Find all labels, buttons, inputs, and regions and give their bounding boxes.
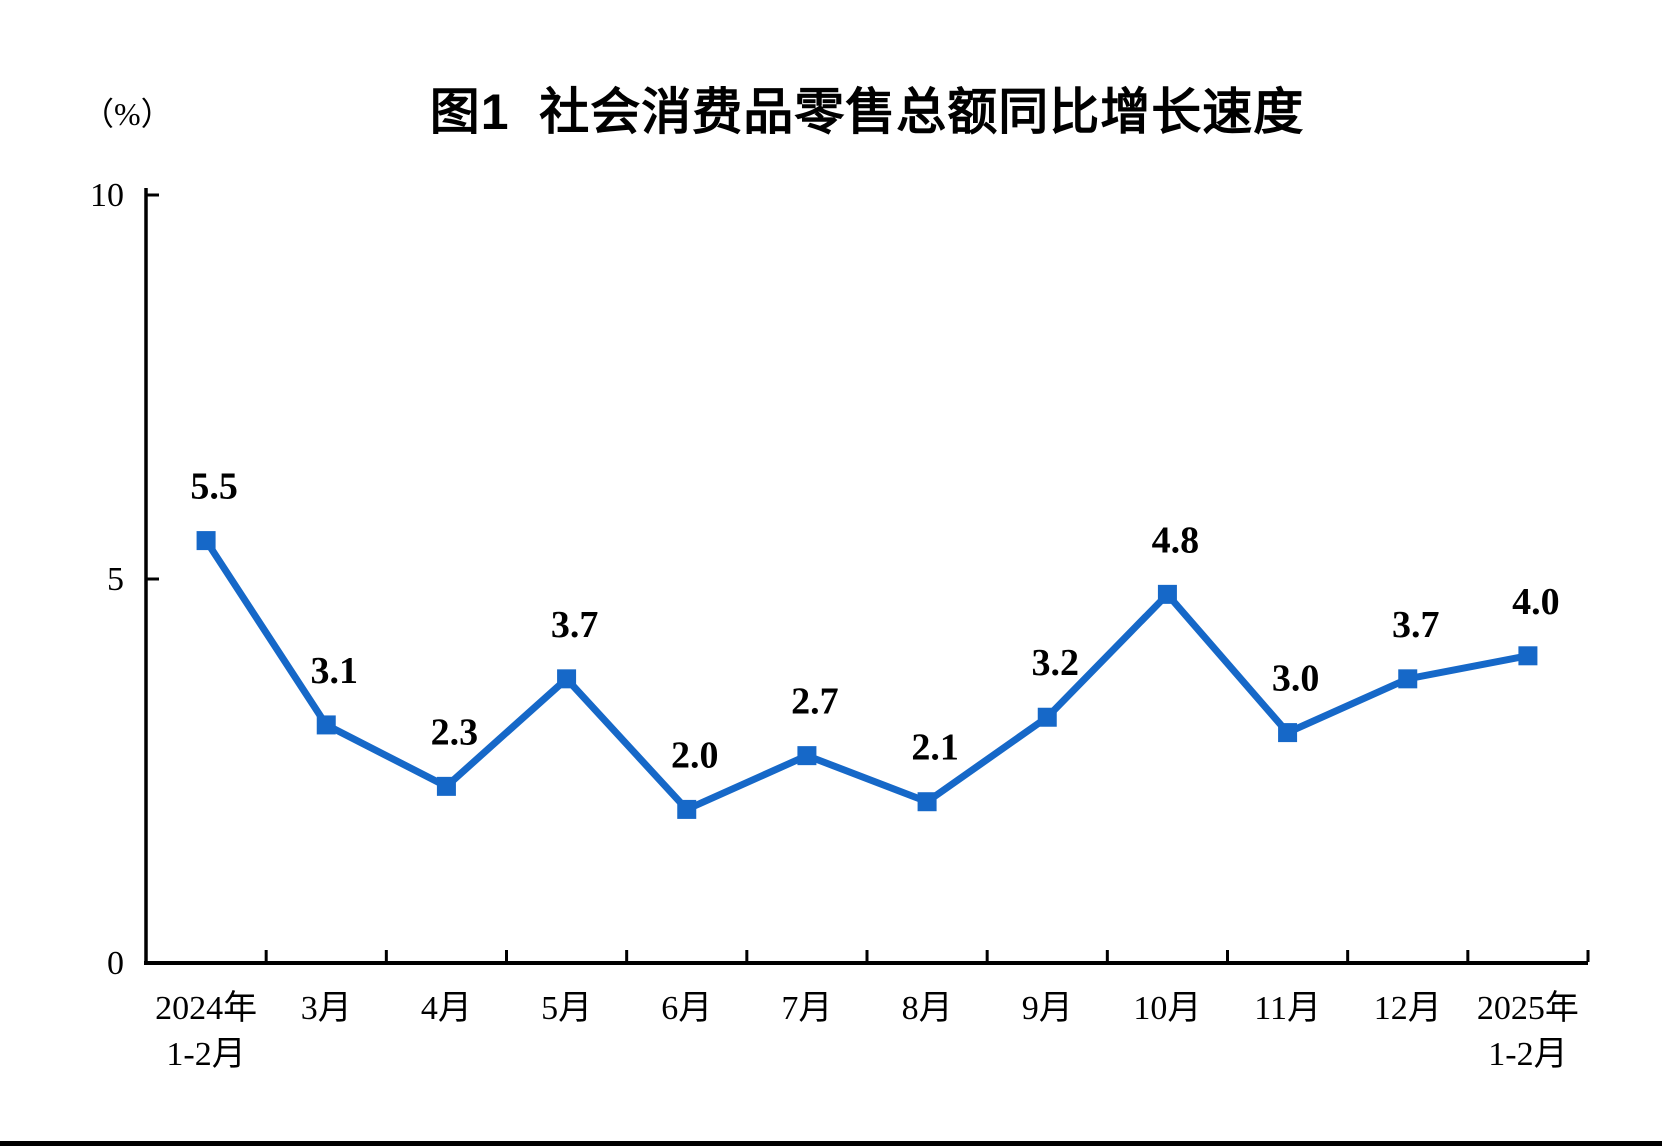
data-point-marker (1278, 723, 1298, 743)
data-point-marker (1037, 707, 1057, 727)
x-tick-label: 1-2月 (1488, 1036, 1567, 1073)
data-point-marker (436, 776, 456, 796)
x-tick-label: 4月 (421, 990, 472, 1027)
x-tick-label: 2024年 (155, 989, 257, 1027)
data-point-label: 4.8 (1152, 519, 1200, 561)
series-line (203, 538, 1529, 814)
x-tick-label: 1-2月 (166, 1036, 245, 1073)
data-point-marker (316, 715, 336, 735)
data-point-marker (1518, 646, 1538, 666)
data-point-label: 3.2 (1032, 642, 1080, 684)
y-tick-label: 0 (107, 945, 124, 982)
data-point-marker (196, 531, 216, 551)
y-tick-label: 10 (90, 177, 124, 214)
data-point-marker (1157, 584, 1177, 604)
data-point-label: 5.5 (190, 466, 238, 508)
x-tick-label: 3月 (301, 990, 352, 1027)
x-tick-label: 9月 (1022, 990, 1073, 1027)
data-point-label: 2.0 (671, 734, 719, 776)
y-tick-label: 5 (107, 561, 124, 598)
data-point-marker (557, 669, 577, 689)
x-tick-label: 12月 (1374, 990, 1442, 1027)
data-point-marker (917, 792, 937, 812)
data-point-label: 4.0 (1512, 581, 1560, 623)
x-tick-label: 2025年 (1477, 989, 1579, 1027)
x-tick-label: 5月 (541, 990, 592, 1027)
x-tick-label: 11月 (1254, 990, 1321, 1027)
y-axis-unit-label: （%） (82, 96, 173, 132)
bottom-border-line (0, 1141, 1662, 1146)
data-point-label: 2.1 (911, 727, 959, 769)
data-point-label: 3.0 (1272, 658, 1320, 700)
x-tick-label: 7月 (781, 990, 832, 1027)
data-point-marker (797, 746, 817, 766)
chart-title: 图1 社会消费品零售总额同比增长速度 (429, 84, 1305, 140)
data-point-label: 3.1 (311, 650, 359, 692)
data-point-marker (677, 799, 697, 819)
data-point-label: 3.7 (1392, 604, 1440, 646)
data-point-label: 2.3 (431, 711, 479, 753)
data-point-marker (1398, 669, 1418, 689)
x-tick-label: 8月 (902, 990, 953, 1027)
data-point-label: 3.7 (551, 604, 599, 646)
x-tick-label: 6月 (661, 990, 712, 1027)
x-tick-label: 10月 (1133, 990, 1201, 1027)
data-point-label: 2.7 (791, 681, 839, 723)
